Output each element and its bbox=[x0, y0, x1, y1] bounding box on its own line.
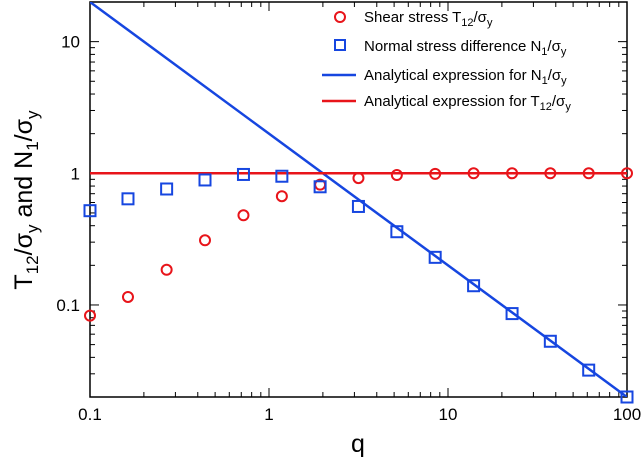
shear-stress-point bbox=[275, 190, 288, 203]
axis-ticks bbox=[89, 1, 627, 398]
x-tick-label: 0.1 bbox=[78, 405, 102, 424]
normal-stress-point bbox=[160, 182, 174, 196]
axis-tick-labels: 0.1 1 10 100 0.1 1 10 bbox=[56, 33, 641, 424]
normal-stress-point bbox=[467, 279, 481, 293]
shear-stress-point bbox=[506, 167, 519, 180]
shear-stress-point bbox=[544, 167, 557, 180]
x-tick-label: 1 bbox=[264, 405, 273, 424]
y-tick-label: 10 bbox=[61, 33, 80, 52]
legend-marker-circle bbox=[334, 11, 346, 23]
legend-label-shear: Shear stress T12/σy bbox=[364, 9, 493, 29]
normal-stress-point bbox=[428, 250, 442, 264]
normal-stress-point bbox=[198, 173, 212, 187]
plot-frame bbox=[89, 1, 628, 398]
legend-entry-analytical-n1: Analytical expression for N1/σy bbox=[322, 67, 567, 87]
shear-stress-point bbox=[467, 167, 480, 180]
normal-stress-point bbox=[543, 334, 557, 348]
shear-stress-point bbox=[199, 234, 212, 247]
y-axis-label: T12/σy and N1/σy bbox=[10, 110, 42, 290]
x-tick-label: 100 bbox=[613, 405, 641, 424]
normal-stress-point bbox=[83, 204, 97, 218]
analytical-line bbox=[90, 2, 627, 397]
legend-label-analytical-t12: Analytical expression for T12/σy bbox=[364, 93, 571, 113]
normal-stress-point bbox=[313, 180, 327, 194]
shear-stress-point bbox=[621, 167, 633, 180]
shear-stress-point bbox=[84, 309, 96, 322]
y-tick-label: 0.1 bbox=[56, 296, 80, 315]
legend-entry-shear: Shear stress T12/σy bbox=[334, 9, 493, 29]
legend-label-normal: Normal stress difference N1/σy bbox=[364, 38, 567, 58]
shear-stress-point bbox=[429, 167, 442, 180]
shear-stress-point bbox=[582, 167, 595, 180]
normal-stress-point bbox=[121, 192, 135, 206]
normal-stress-point bbox=[582, 363, 596, 377]
analytical-lines bbox=[90, 2, 627, 397]
shear-stress-point bbox=[121, 290, 134, 303]
legend-entry-normal: Normal stress difference N1/σy bbox=[334, 38, 567, 58]
legend: Shear stress T12/σy Normal stress differ… bbox=[322, 9, 571, 113]
normal-stress-point bbox=[351, 199, 365, 213]
shear-stress-point bbox=[160, 263, 173, 276]
x-axis-label: q bbox=[351, 430, 365, 458]
data-markers bbox=[83, 167, 634, 404]
normal-stress-point bbox=[505, 307, 519, 321]
shear-stress-point bbox=[237, 209, 250, 222]
y-tick-label: 1 bbox=[71, 164, 80, 183]
x-tick-label: 10 bbox=[439, 405, 458, 424]
legend-label-analytical-n1: Analytical expression for N1/σy bbox=[364, 67, 567, 87]
shear-stress-point bbox=[352, 172, 365, 185]
legend-marker-square bbox=[334, 39, 346, 51]
normal-stress-point bbox=[275, 169, 289, 183]
legend-entry-analytical-t12: Analytical expression for T12/σy bbox=[322, 93, 571, 113]
shear-stress-point bbox=[390, 169, 403, 182]
normal-stress-point bbox=[236, 167, 250, 181]
normal-stress-point bbox=[620, 390, 634, 404]
normal-stress-point bbox=[390, 225, 404, 239]
